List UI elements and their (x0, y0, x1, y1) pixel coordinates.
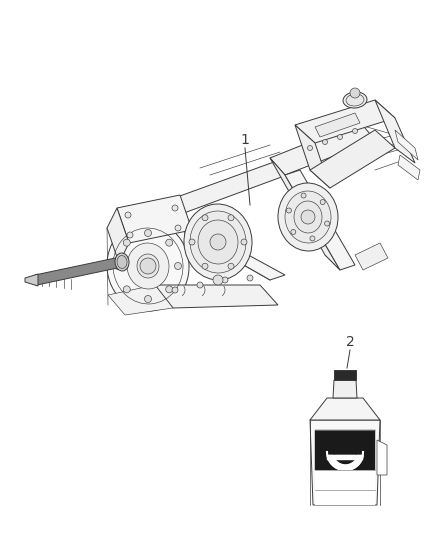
Circle shape (197, 282, 203, 288)
Polygon shape (333, 380, 357, 398)
Circle shape (241, 239, 247, 245)
Ellipse shape (107, 221, 189, 311)
Polygon shape (315, 470, 375, 505)
Polygon shape (315, 430, 375, 470)
Circle shape (189, 239, 195, 245)
Circle shape (127, 232, 133, 238)
Circle shape (228, 263, 234, 269)
Polygon shape (395, 130, 418, 160)
Circle shape (145, 295, 152, 303)
Circle shape (166, 239, 173, 246)
Circle shape (172, 287, 178, 293)
Ellipse shape (127, 243, 169, 289)
Ellipse shape (294, 201, 322, 233)
Ellipse shape (184, 204, 252, 280)
Polygon shape (270, 122, 375, 175)
Circle shape (325, 221, 330, 226)
Polygon shape (120, 200, 185, 225)
Polygon shape (35, 257, 122, 285)
Polygon shape (377, 440, 387, 475)
Circle shape (307, 146, 312, 150)
Polygon shape (334, 370, 356, 380)
Polygon shape (310, 130, 395, 188)
Circle shape (125, 212, 131, 218)
Circle shape (210, 234, 226, 250)
Ellipse shape (190, 211, 246, 273)
Circle shape (291, 229, 296, 235)
Polygon shape (155, 205, 270, 280)
Ellipse shape (278, 183, 338, 251)
Ellipse shape (346, 94, 364, 106)
Circle shape (213, 275, 223, 285)
Polygon shape (270, 158, 340, 270)
Circle shape (247, 275, 253, 281)
Circle shape (286, 208, 291, 213)
Circle shape (310, 236, 315, 241)
Polygon shape (117, 195, 192, 243)
Polygon shape (155, 158, 295, 220)
Circle shape (350, 88, 360, 98)
Ellipse shape (343, 92, 367, 108)
Polygon shape (108, 285, 173, 315)
Circle shape (301, 193, 306, 198)
Polygon shape (398, 155, 420, 180)
Polygon shape (295, 100, 395, 143)
Ellipse shape (198, 220, 238, 264)
Polygon shape (375, 100, 415, 163)
Polygon shape (327, 455, 363, 460)
Polygon shape (285, 170, 355, 270)
Polygon shape (55, 105, 415, 315)
Circle shape (322, 140, 328, 144)
Polygon shape (315, 113, 360, 137)
Circle shape (353, 128, 357, 133)
Polygon shape (310, 420, 380, 505)
Circle shape (320, 199, 325, 205)
Circle shape (123, 286, 130, 293)
Circle shape (228, 215, 234, 221)
Ellipse shape (137, 254, 159, 278)
Text: 1: 1 (240, 133, 249, 147)
Polygon shape (155, 285, 278, 308)
Circle shape (145, 230, 152, 237)
Circle shape (114, 262, 121, 270)
Circle shape (222, 277, 228, 283)
Circle shape (175, 225, 181, 231)
Circle shape (202, 215, 208, 221)
Circle shape (140, 258, 156, 274)
Ellipse shape (115, 253, 129, 271)
Circle shape (123, 239, 130, 246)
Polygon shape (165, 215, 285, 280)
Circle shape (338, 134, 343, 140)
Polygon shape (25, 274, 38, 286)
Ellipse shape (285, 191, 331, 243)
Ellipse shape (117, 255, 127, 269)
Polygon shape (355, 243, 388, 270)
Text: 2: 2 (346, 335, 354, 349)
Circle shape (301, 210, 315, 224)
Circle shape (166, 286, 173, 293)
Circle shape (172, 205, 178, 211)
Polygon shape (310, 398, 380, 420)
Polygon shape (107, 208, 129, 263)
Circle shape (202, 263, 208, 269)
Circle shape (174, 262, 181, 270)
Polygon shape (295, 125, 330, 188)
